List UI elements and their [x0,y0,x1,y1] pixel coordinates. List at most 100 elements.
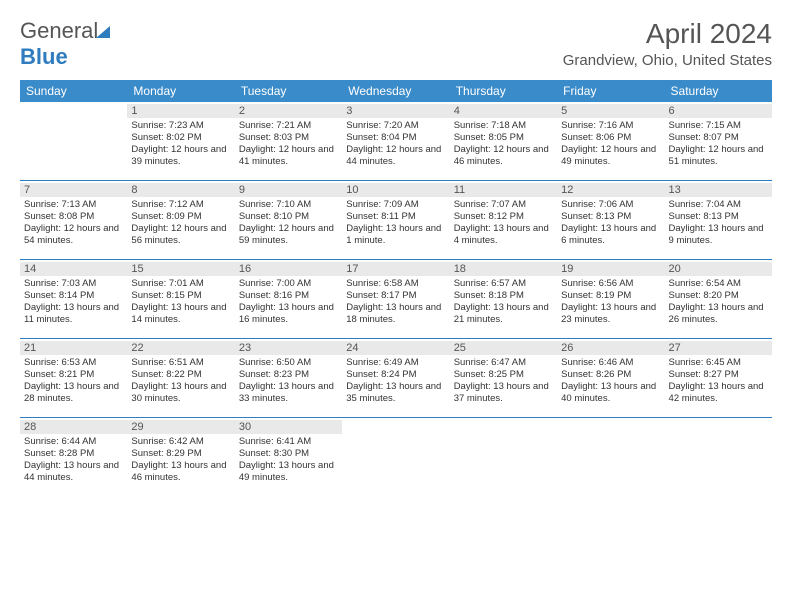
daylight-line: Daylight: 13 hours and 49 minutes. [239,460,338,484]
day-number: 11 [450,183,557,197]
day-number: 4 [450,104,557,118]
sunrise-line: Sunrise: 7:07 AM [454,199,553,211]
calendar-week-row: 28Sunrise: 6:44 AMSunset: 8:28 PMDayligh… [20,418,772,497]
day-info: Sunrise: 7:07 AMSunset: 8:12 PMDaylight:… [454,199,553,247]
sunset-line: Sunset: 8:24 PM [346,369,445,381]
sunset-line: Sunset: 8:21 PM [24,369,123,381]
sunset-line: Sunset: 8:23 PM [239,369,338,381]
calendar-cell: 9Sunrise: 7:10 AMSunset: 8:10 PMDaylight… [235,181,342,260]
sunset-line: Sunset: 8:09 PM [131,211,230,223]
title-block: April 2024 Grandview, Ohio, United State… [563,18,772,69]
day-number: 21 [20,341,127,355]
sunrise-line: Sunrise: 7:00 AM [239,278,338,290]
calendar-cell: 13Sunrise: 7:04 AMSunset: 8:13 PMDayligh… [665,181,772,260]
daylight-line: Daylight: 13 hours and 18 minutes. [346,302,445,326]
daylight-line: Daylight: 13 hours and 4 minutes. [454,223,553,247]
calendar-cell: 2Sunrise: 7:21 AMSunset: 8:03 PMDaylight… [235,102,342,181]
calendar-cell: 3Sunrise: 7:20 AMSunset: 8:04 PMDaylight… [342,102,449,181]
logo-text: General Blue [20,18,110,70]
day-number: 5 [557,104,664,118]
calendar-cell: 28Sunrise: 6:44 AMSunset: 8:28 PMDayligh… [20,418,127,497]
daylight-line: Daylight: 13 hours and 23 minutes. [561,302,660,326]
sunset-line: Sunset: 8:10 PM [239,211,338,223]
day-info: Sunrise: 6:49 AMSunset: 8:24 PMDaylight:… [346,357,445,405]
sunset-line: Sunset: 8:08 PM [24,211,123,223]
day-number: 27 [665,341,772,355]
daylight-line: Daylight: 13 hours and 9 minutes. [669,223,768,247]
sunrise-line: Sunrise: 7:01 AM [131,278,230,290]
daylight-line: Daylight: 13 hours and 30 minutes. [131,381,230,405]
calendar-cell: 26Sunrise: 6:46 AMSunset: 8:26 PMDayligh… [557,339,664,418]
sunset-line: Sunset: 8:20 PM [669,290,768,302]
sunset-line: Sunset: 8:03 PM [239,132,338,144]
calendar-cell: 18Sunrise: 6:57 AMSunset: 8:18 PMDayligh… [450,260,557,339]
sunrise-line: Sunrise: 7:06 AM [561,199,660,211]
sunrise-line: Sunrise: 6:49 AM [346,357,445,369]
sunset-line: Sunset: 8:14 PM [24,290,123,302]
day-number: 1 [127,104,234,118]
sunrise-line: Sunrise: 7:18 AM [454,120,553,132]
day-number: 12 [557,183,664,197]
daylight-line: Daylight: 13 hours and 11 minutes. [24,302,123,326]
daylight-line: Daylight: 12 hours and 46 minutes. [454,144,553,168]
location-text: Grandview, Ohio, United States [563,52,772,69]
sunrise-line: Sunrise: 6:50 AM [239,357,338,369]
daylight-line: Daylight: 12 hours and 56 minutes. [131,223,230,247]
calendar-cell: 19Sunrise: 6:56 AMSunset: 8:19 PMDayligh… [557,260,664,339]
day-info: Sunrise: 6:56 AMSunset: 8:19 PMDaylight:… [561,278,660,326]
weekday-header-row: SundayMondayTuesdayWednesdayThursdayFrid… [20,80,772,102]
daylight-line: Daylight: 13 hours and 26 minutes. [669,302,768,326]
sunrise-line: Sunrise: 7:03 AM [24,278,123,290]
calendar-cell: 21Sunrise: 6:53 AMSunset: 8:21 PMDayligh… [20,339,127,418]
daylight-line: Daylight: 13 hours and 33 minutes. [239,381,338,405]
daylight-line: Daylight: 12 hours and 49 minutes. [561,144,660,168]
logo-part1: General [20,18,98,43]
sunset-line: Sunset: 8:29 PM [131,448,230,460]
day-number: 13 [665,183,772,197]
day-number: 6 [665,104,772,118]
day-number: 17 [342,262,449,276]
sunset-line: Sunset: 8:13 PM [669,211,768,223]
sunrise-line: Sunrise: 7:15 AM [669,120,768,132]
day-info: Sunrise: 7:06 AMSunset: 8:13 PMDaylight:… [561,199,660,247]
weekday-header: Saturday [665,80,772,102]
sunset-line: Sunset: 8:13 PM [561,211,660,223]
day-info: Sunrise: 7:09 AMSunset: 8:11 PMDaylight:… [346,199,445,247]
logo-part2: Blue [20,44,68,69]
calendar-cell: . [342,418,449,497]
daylight-line: Daylight: 13 hours and 42 minutes. [669,381,768,405]
calendar-cell: 8Sunrise: 7:12 AMSunset: 8:09 PMDaylight… [127,181,234,260]
day-number: 10 [342,183,449,197]
logo-triangle-icon [96,26,110,38]
calendar-cell: 10 Sunrise: 7:09 AMSunset: 8:11 PMDayligh… [342,181,449,260]
day-info: Sunrise: 7:20 AMSunset: 8:04 PMDaylight:… [346,120,445,168]
daylight-line: Daylight: 12 hours and 59 minutes. [239,223,338,247]
logo: General Blue [20,18,110,70]
sunset-line: Sunset: 8:18 PM [454,290,553,302]
day-info: Sunrise: 6:44 AMSunset: 8:28 PMDaylight:… [24,436,123,484]
day-number: 7 [20,183,127,197]
daylight-line: Daylight: 12 hours and 54 minutes. [24,223,123,247]
day-number: 14 [20,262,127,276]
header: General Blue April 2024 Grandview, Ohio,… [20,18,772,70]
day-info: Sunrise: 6:58 AMSunset: 8:17 PMDaylight:… [346,278,445,326]
sunrise-line: Sunrise: 7:12 AM [131,199,230,211]
sunrise-line: Sunrise: 6:41 AM [239,436,338,448]
sunrise-line: Sunrise: 6:56 AM [561,278,660,290]
daylight-line: Daylight: 13 hours and 44 minutes. [24,460,123,484]
daylight-line: Daylight: 12 hours and 39 minutes. [131,144,230,168]
day-info: Sunrise: 6:47 AMSunset: 8:25 PMDaylight:… [454,357,553,405]
sunrise-line: Sunrise: 6:47 AM [454,357,553,369]
day-info: Sunrise: 6:51 AMSunset: 8:22 PMDaylight:… [131,357,230,405]
day-info: Sunrise: 6:54 AMSunset: 8:20 PMDaylight:… [669,278,768,326]
daylight-line: Daylight: 12 hours and 51 minutes. [669,144,768,168]
day-info: Sunrise: 7:00 AMSunset: 8:16 PMDaylight:… [239,278,338,326]
sunrise-line: Sunrise: 7:13 AM [24,199,123,211]
sunset-line: Sunset: 8:19 PM [561,290,660,302]
sunset-line: Sunset: 8:16 PM [239,290,338,302]
daylight-line: Daylight: 12 hours and 41 minutes. [239,144,338,168]
day-number: 22 [127,341,234,355]
calendar-week-row: 21Sunrise: 6:53 AMSunset: 8:21 PMDayligh… [20,339,772,418]
daylight-line: Daylight: 13 hours and 6 minutes. [561,223,660,247]
calendar-cell: 25Sunrise: 6:47 AMSunset: 8:25 PMDayligh… [450,339,557,418]
